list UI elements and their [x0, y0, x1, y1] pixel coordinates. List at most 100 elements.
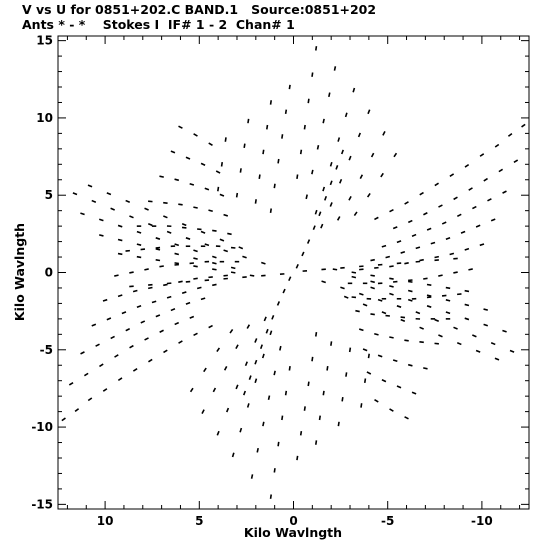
uv-point [419, 326, 424, 330]
uv-point [163, 349, 168, 354]
uv-point [117, 377, 123, 382]
uv-point [351, 275, 357, 279]
y-tick-label: 15 [36, 34, 53, 48]
uv-point [305, 194, 308, 200]
uv-point [441, 221, 447, 225]
uv-point [490, 218, 496, 222]
uv-point [98, 218, 104, 222]
uv-point [254, 199, 257, 204]
plot-title: V vs U for 0851+202.C BAND.1 Source:0851… [22, 2, 377, 17]
uv-point [189, 182, 195, 186]
uv-point [277, 158, 280, 164]
y-tick-label: 5 [45, 188, 53, 202]
uv-point [363, 378, 367, 384]
uv-point [472, 334, 477, 338]
uv-point [374, 333, 379, 336]
uv-point [389, 408, 394, 412]
uv-point [181, 291, 187, 295]
uv-point [303, 124, 306, 130]
uv-point [163, 215, 168, 219]
uv-point [201, 409, 205, 414]
uv-point [329, 161, 333, 167]
uv-point [136, 305, 142, 309]
uv-point [400, 250, 406, 254]
uv-point [377, 354, 383, 358]
uv-point [311, 72, 314, 77]
uv-point [61, 417, 66, 422]
uv-point [343, 295, 349, 299]
uv-point [389, 208, 394, 213]
uv-point [348, 195, 352, 201]
uv-point [178, 280, 183, 284]
uv-point [174, 252, 180, 256]
uv-point [380, 172, 384, 178]
uv-point [219, 193, 225, 197]
uv-point [337, 421, 340, 427]
uv-point [231, 452, 235, 458]
uv-point [314, 209, 318, 215]
uv-point [321, 280, 326, 284]
uv-point [144, 268, 149, 271]
uv-point [288, 84, 291, 90]
uv-point [121, 311, 127, 315]
uv-point [235, 384, 239, 390]
uv-point [333, 66, 337, 71]
uv-point [404, 261, 409, 265]
uv-point [223, 366, 228, 371]
uv-point [110, 207, 115, 211]
uv-point [370, 313, 375, 316]
uv-point [359, 174, 364, 179]
uv-point [125, 327, 131, 332]
uv-point [212, 283, 217, 287]
uv-point [68, 381, 74, 386]
uv-point [136, 255, 142, 259]
uv-point [475, 224, 481, 228]
uv-point [282, 288, 286, 294]
uv-point [404, 339, 409, 342]
uv-point [106, 192, 112, 196]
uv-point [193, 133, 198, 137]
uv-point [174, 178, 180, 182]
uv-point [502, 329, 507, 333]
uv-point [513, 159, 519, 164]
uv-point [243, 143, 246, 149]
uv-point [464, 303, 470, 307]
uv-point [339, 178, 343, 184]
uv-point [178, 203, 183, 206]
uv-point [281, 415, 284, 421]
uv-point [407, 363, 413, 367]
uv-point [434, 182, 439, 187]
uv-point [337, 137, 341, 142]
uv-point [509, 349, 515, 353]
uv-point [114, 354, 119, 358]
uv-point [117, 294, 123, 298]
uv-point [385, 255, 391, 259]
uv-point [208, 324, 213, 329]
uv-point [407, 298, 413, 302]
uv-point [472, 205, 477, 210]
uv-point [267, 395, 271, 401]
uv-point [426, 283, 432, 287]
uv-point [91, 199, 97, 203]
uv-point [314, 332, 318, 337]
uv-point [315, 46, 318, 51]
uv-point [494, 357, 500, 361]
uv-point [74, 408, 80, 413]
uv-point [370, 286, 375, 290]
uv-point [320, 223, 324, 229]
uv-point [117, 252, 123, 256]
uv-point [374, 398, 379, 403]
uv-point [239, 427, 243, 433]
uv-point [464, 317, 470, 321]
y-tick-label: 10 [36, 111, 53, 125]
uv-point [102, 388, 108, 392]
uv-point [396, 240, 402, 244]
uv-point [374, 216, 379, 221]
uv-point [72, 192, 78, 196]
uv-point [230, 266, 236, 270]
uv-point [265, 124, 269, 130]
uv-point [318, 211, 322, 217]
uv-point [307, 98, 310, 104]
uv-point [423, 277, 428, 280]
uv-point [204, 243, 210, 247]
